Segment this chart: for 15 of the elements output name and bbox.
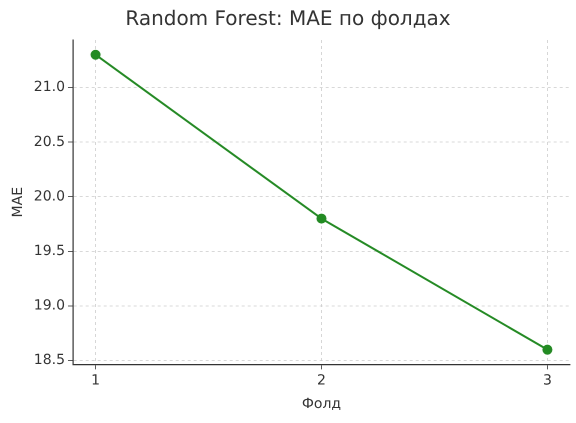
x-tick-label: 2 bbox=[317, 372, 326, 388]
y-axis-title: MAE bbox=[10, 186, 26, 218]
x-tick-label: 3 bbox=[542, 372, 552, 388]
y-tick-label: 19.0 bbox=[34, 298, 65, 314]
x-tick-label: 1 bbox=[91, 372, 100, 388]
point bbox=[90, 50, 101, 60]
point bbox=[542, 344, 552, 355]
y-tick-label: 20.5 bbox=[34, 134, 65, 150]
y-tick-label: 19.5 bbox=[34, 242, 65, 259]
chart-title: Random Forest: MAE по фолдах bbox=[125, 6, 451, 30]
y-tick-label: 21.0 bbox=[34, 79, 65, 96]
x-axis-title: Фолд bbox=[302, 396, 342, 412]
point bbox=[316, 214, 326, 224]
y-tick-label: 18.5 bbox=[34, 352, 65, 368]
y-tick-label: 20.0 bbox=[34, 188, 65, 204]
